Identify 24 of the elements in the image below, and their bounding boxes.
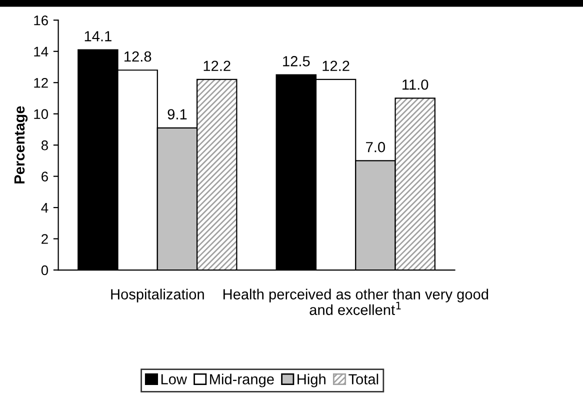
y-tick-label: 16 (34, 15, 48, 26)
x-tick-label: Health perceived as other than very good and excellent$^{1}$ (223, 288, 488, 316)
text: 12.2 (204, 60, 230, 71)
text: 9.1 (168, 109, 187, 120)
y-axis-title: Percentage (14, 106, 28, 184)
y-tick-label: 10 (34, 109, 48, 120)
text: 12.5 (283, 56, 310, 66)
text: 7.0 (366, 142, 386, 152)
text: 12.8 (124, 51, 152, 62)
text: 11.0 (402, 79, 428, 90)
x-tick-label: Hospitalization (111, 288, 204, 302)
y-tick-label: 8 (41, 140, 48, 150)
y-tick-label: 4 (41, 203, 48, 213)
legend-label: Low (161, 374, 188, 384)
legend-label: Total (348, 374, 378, 384)
y-tick-label: 2 (42, 234, 48, 244)
y-tick-label: 6 (42, 172, 48, 182)
legend-label: High (298, 374, 326, 388)
text: 12.2 (322, 60, 350, 71)
y-tick-label: 14 (34, 46, 48, 56)
y-tick-label: 0 (41, 265, 48, 276)
text: 14.1 (84, 31, 112, 42)
y-tick-label: 12 (34, 78, 48, 88)
legend-label: Mid-range (210, 374, 274, 388)
